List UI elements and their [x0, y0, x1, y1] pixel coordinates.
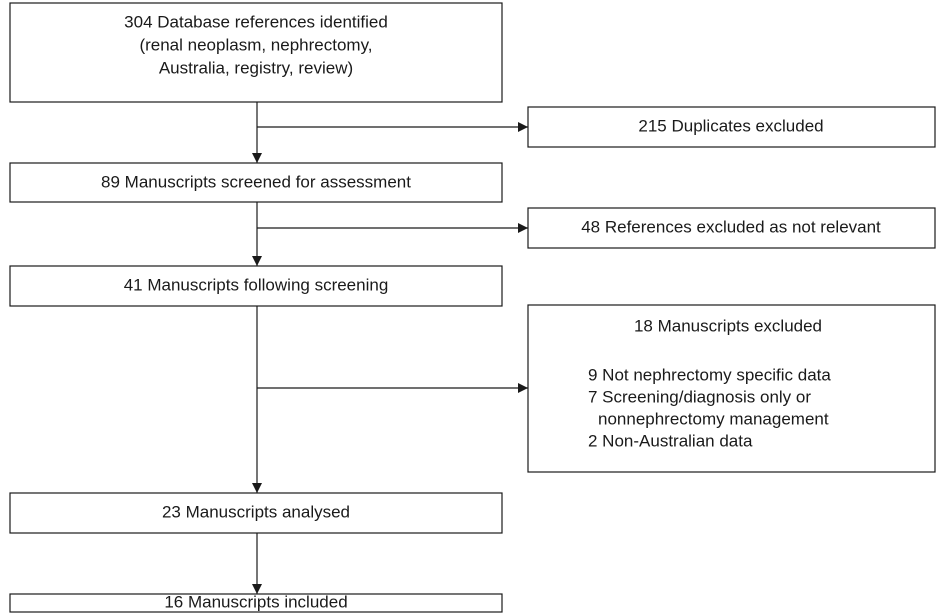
box — [9, 162, 503, 203]
box — [9, 2, 503, 103]
box — [527, 207, 936, 249]
box-text: Australia, registry, review) — [159, 58, 353, 77]
reason-text: 7 Screening/diagnosis only or — [588, 387, 811, 406]
box-text: 23 Manuscripts analysed — [162, 502, 350, 521]
box-text: 215 Duplicates excluded — [638, 116, 823, 135]
box-text: 18 Manuscripts excluded — [634, 316, 822, 335]
reason-text: 2 Non-Australian data — [588, 431, 753, 450]
box — [527, 106, 936, 148]
box — [9, 492, 503, 534]
reason-text: nonnephrectomy management — [598, 409, 829, 428]
box — [9, 593, 503, 613]
box-text: 89 Manuscripts screened for assessment — [101, 172, 411, 191]
box — [527, 304, 936, 473]
box-text: 48 References excluded as not relevant — [581, 217, 881, 236]
reason-text: 9 Not nephrectomy specific data — [588, 365, 831, 384]
box-text: 41 Manuscripts following screening — [124, 275, 389, 294]
box-text: (renal neoplasm, nephrectomy, — [139, 35, 372, 54]
box-text: 304 Database references identified — [124, 12, 388, 31]
box — [9, 265, 503, 307]
box-text: 16 Manuscripts included — [164, 592, 347, 611]
